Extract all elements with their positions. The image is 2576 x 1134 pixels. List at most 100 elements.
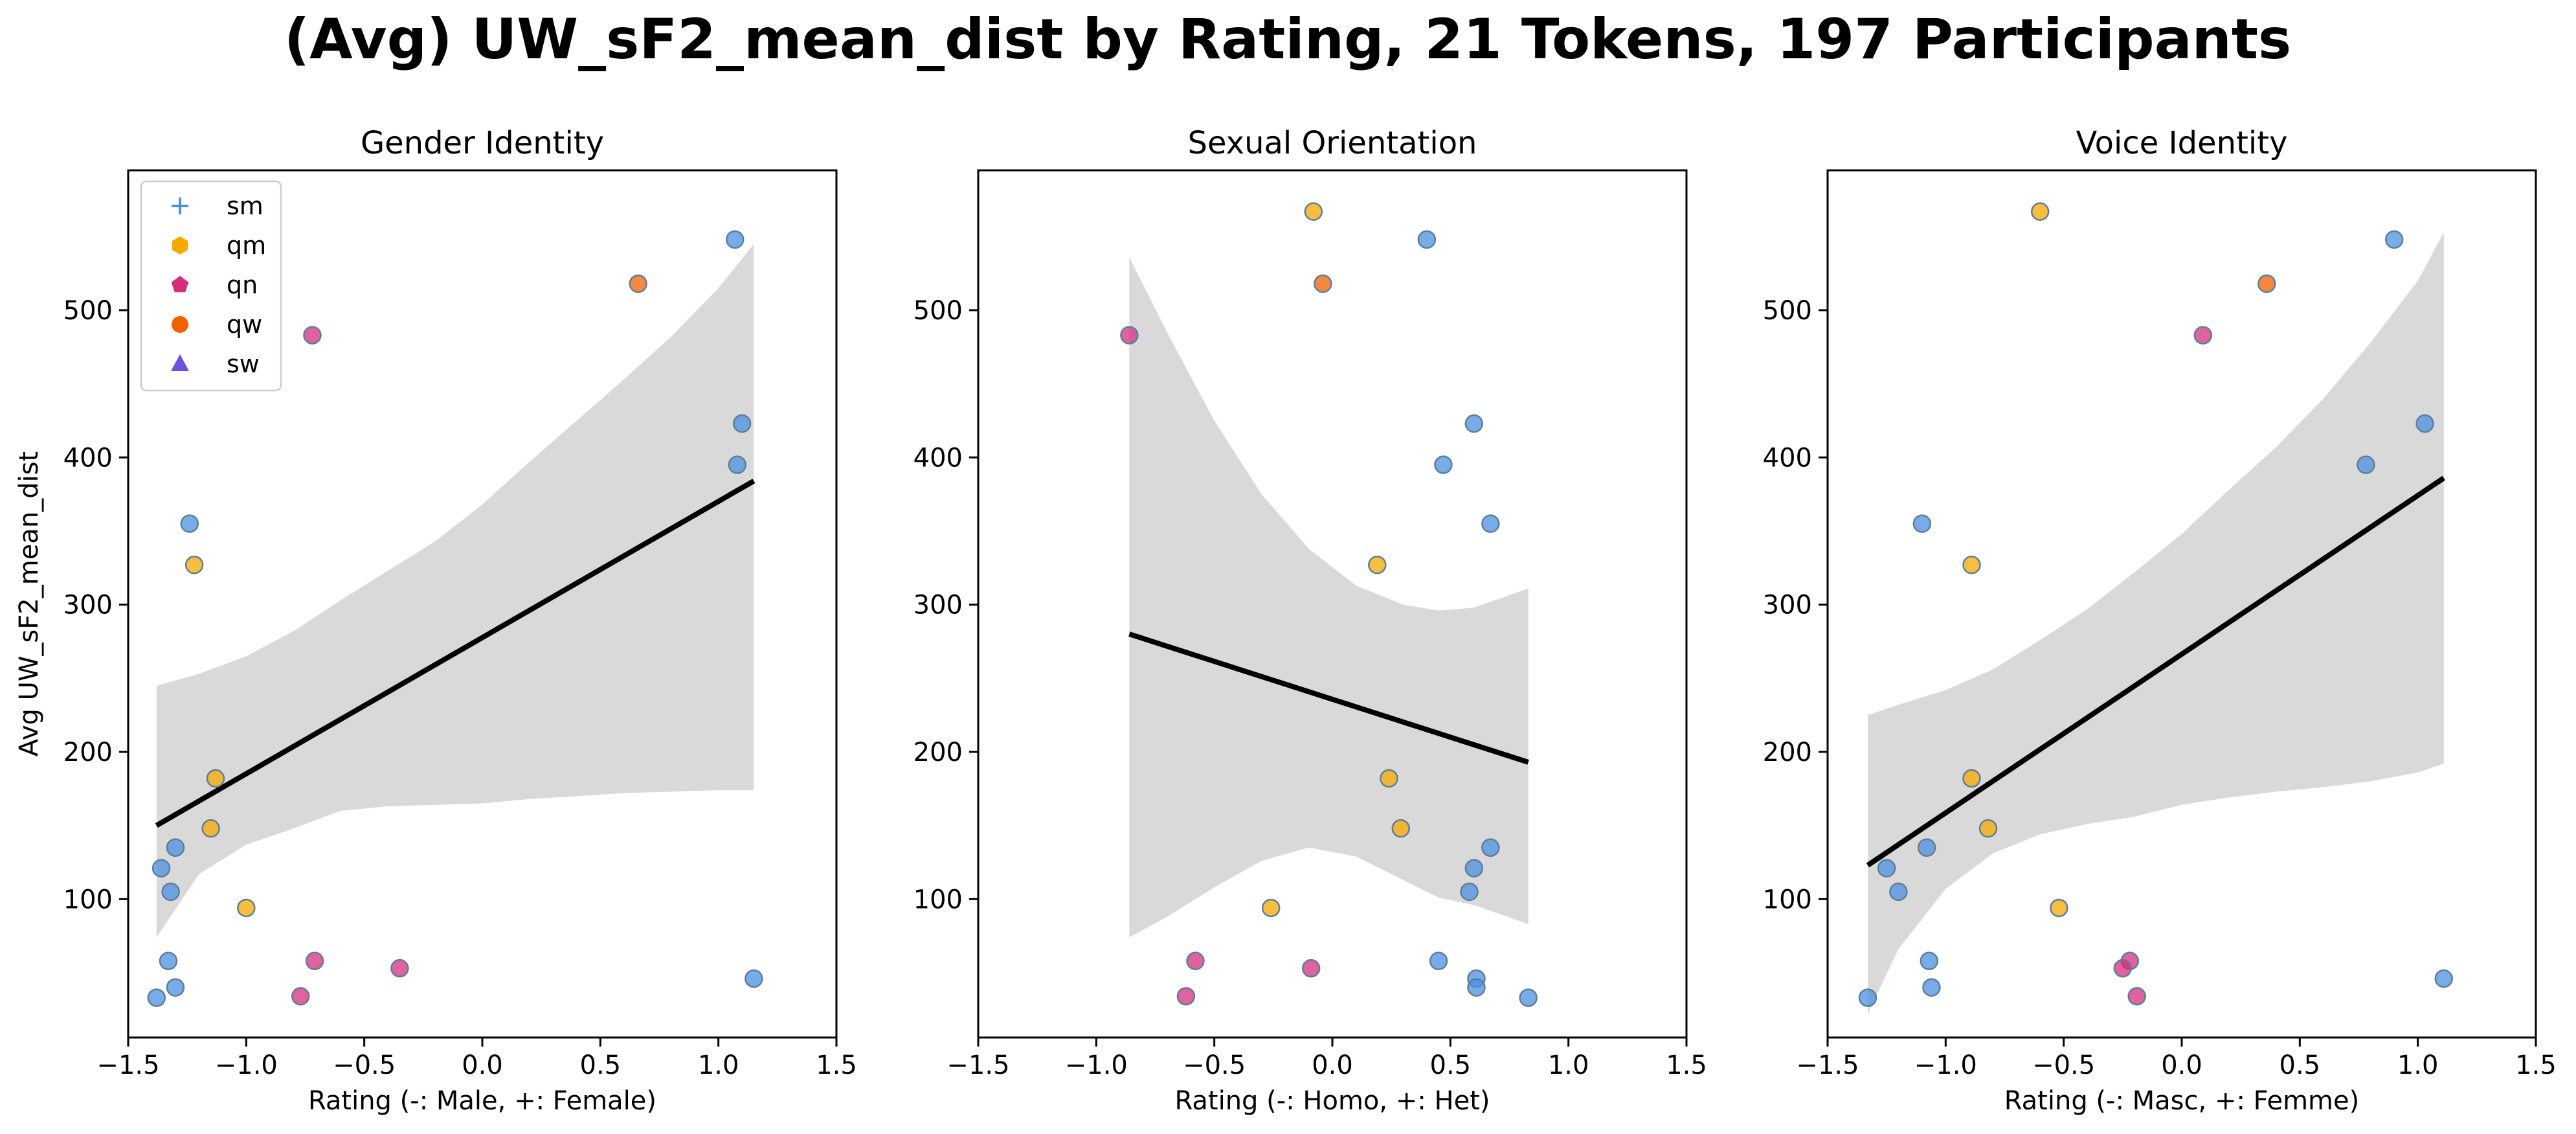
- data-point-sm: [1858, 988, 1877, 1007]
- data-point-sm: [147, 988, 166, 1007]
- data-point-qm: [206, 769, 225, 788]
- x-tick-label: −0.5: [1183, 1050, 1246, 1080]
- legend: sm qm qn qw sw: [140, 180, 282, 392]
- x-tick-label: 1.5: [1666, 1050, 1707, 1080]
- data-point-qn: [390, 958, 409, 978]
- confidence-band: [1868, 232, 2444, 1014]
- data-point-sm: [1877, 859, 1896, 878]
- x-tick-label: −1.0: [215, 1050, 278, 1080]
- y-tick-label: 200: [1763, 738, 1812, 767]
- data-point-qm: [1304, 202, 1323, 221]
- data-point-sm: [1460, 882, 1479, 902]
- x-tick-label: −1.5: [1796, 1050, 1859, 1080]
- x-tick-label: 1.0: [698, 1050, 739, 1080]
- panel-sexual-orientation: −1.5 −1.0 −0.5 0.0 0.5 1.0 1.5 100 200 300 400 500 S…: [913, 125, 1707, 1116]
- y-tick-label: 400: [913, 443, 963, 473]
- data-point-qm: [1391, 819, 1411, 838]
- data-point-sm: [732, 414, 752, 433]
- data-point-sm: [159, 951, 178, 971]
- data-point-qm: [2030, 202, 2050, 221]
- data-point-qm: [1962, 769, 1981, 788]
- x-tick-label: 0.5: [580, 1050, 622, 1080]
- x-tick-label: 1.0: [1548, 1050, 1589, 1080]
- figure-title: (Avg) UW_sF2_mean_dist by Rating, 21 Tok…: [284, 7, 2291, 72]
- x-tick-label: 1.5: [816, 1050, 857, 1080]
- data-point-sm: [1889, 882, 1908, 902]
- y-tick-label: 400: [63, 443, 113, 473]
- data-point-qw: [629, 274, 647, 293]
- data-point-sm: [1464, 414, 1484, 433]
- x-tick-label: 0.0: [462, 1050, 503, 1080]
- panel-title: Gender Identity: [361, 125, 604, 161]
- data-point-sm: [166, 978, 185, 997]
- legend-label: sw: [227, 350, 260, 378]
- data-point-qm: [1978, 819, 1998, 838]
- legend-marker-hexagon-icon: [172, 236, 188, 255]
- y-tick-label: 100: [1763, 885, 1812, 914]
- data-point-sm: [1481, 838, 1500, 857]
- data-point-sm: [1519, 988, 1538, 1007]
- regression-line: [1866, 475, 2446, 868]
- legend-label: qn: [227, 271, 258, 299]
- data-point-qm: [201, 819, 220, 838]
- data-point-sm: [725, 230, 745, 249]
- data-point-qw: [1314, 274, 1332, 293]
- y-tick-label: 500: [1763, 296, 1812, 326]
- data-point-qn: [2113, 958, 2133, 978]
- legend-label: qm: [227, 231, 266, 260]
- y-tick-label: 500: [913, 296, 963, 326]
- data-point-sm: [2357, 455, 2375, 474]
- data-point-sm: [1417, 230, 1437, 249]
- panel-voice-identity: −1.5 −1.0 −0.5 0.0 0.5 1.0 1.5 100 200 300 400 500 V…: [1763, 125, 2557, 1116]
- data-point-qn: [1186, 951, 1205, 971]
- data-point-qn: [2127, 987, 2146, 1006]
- x-axis-label: Rating (-: Homo, +: Het): [1174, 1086, 1490, 1116]
- data-point-sm: [1464, 859, 1484, 878]
- x-axis-label: Rating (-: Male, +: Female): [308, 1086, 656, 1116]
- data-point-qm: [185, 556, 204, 574]
- x-tick-label: −0.5: [333, 1050, 396, 1080]
- data-point-sm: [161, 882, 180, 902]
- regression-line: [155, 479, 756, 828]
- y-tick-label: 300: [63, 591, 113, 620]
- legend-marker-circle-icon: [172, 316, 188, 333]
- data-point-qn: [305, 951, 324, 971]
- data-point-qm: [2050, 898, 2068, 918]
- data-point-sm: [2434, 969, 2454, 988]
- data-point-sm: [1912, 514, 1932, 533]
- data-point-qn: [2193, 326, 2213, 345]
- y-tick-label: 300: [1763, 591, 1812, 620]
- legend-marker-pentagon-icon: [171, 276, 189, 293]
- x-tick-label: 1.5: [2515, 1050, 2557, 1080]
- panel-title: Sexual Orientation: [1188, 125, 1477, 161]
- data-point-sm: [2384, 230, 2404, 249]
- data-point-qn: [291, 987, 310, 1006]
- legend-marker-plus-icon: [172, 198, 188, 214]
- data-point-sm: [1922, 978, 1941, 997]
- y-tick-label: 100: [63, 885, 113, 914]
- x-tick-label: 0.0: [2161, 1050, 2202, 1080]
- data-point-sm: [2415, 414, 2434, 433]
- y-tick-label: 100: [913, 885, 963, 914]
- data-point-qm: [1368, 556, 1387, 574]
- x-axis-label: Rating (-: Masc, +: Femme): [2004, 1086, 2359, 1116]
- data-point-sm: [1434, 455, 1453, 474]
- data-point-qm: [1380, 769, 1398, 788]
- y-tick-label: 500: [63, 296, 113, 326]
- data-point-sm: [1467, 978, 1486, 997]
- panel-gender-identity: −1.5 −1.0 −0.5 0.0 0.5 1.0 1.5 100 200 300 400 500 G…: [14, 125, 857, 1116]
- data-point-qm: [1962, 556, 1981, 574]
- data-point-qm: [237, 898, 256, 918]
- x-tick-label: −0.5: [2032, 1050, 2095, 1080]
- y-tick-label: 200: [913, 738, 963, 767]
- x-tick-label: −1.0: [1914, 1050, 1977, 1080]
- data-point-sm: [728, 455, 747, 474]
- data-point-qm: [1261, 898, 1281, 918]
- data-point-sm: [180, 514, 199, 533]
- confidence-band: [156, 244, 754, 938]
- data-point-sm: [1481, 514, 1500, 533]
- x-tick-label: 1.0: [2397, 1050, 2439, 1080]
- x-tick-label: 0.5: [2279, 1050, 2321, 1080]
- legend-box: [140, 180, 282, 392]
